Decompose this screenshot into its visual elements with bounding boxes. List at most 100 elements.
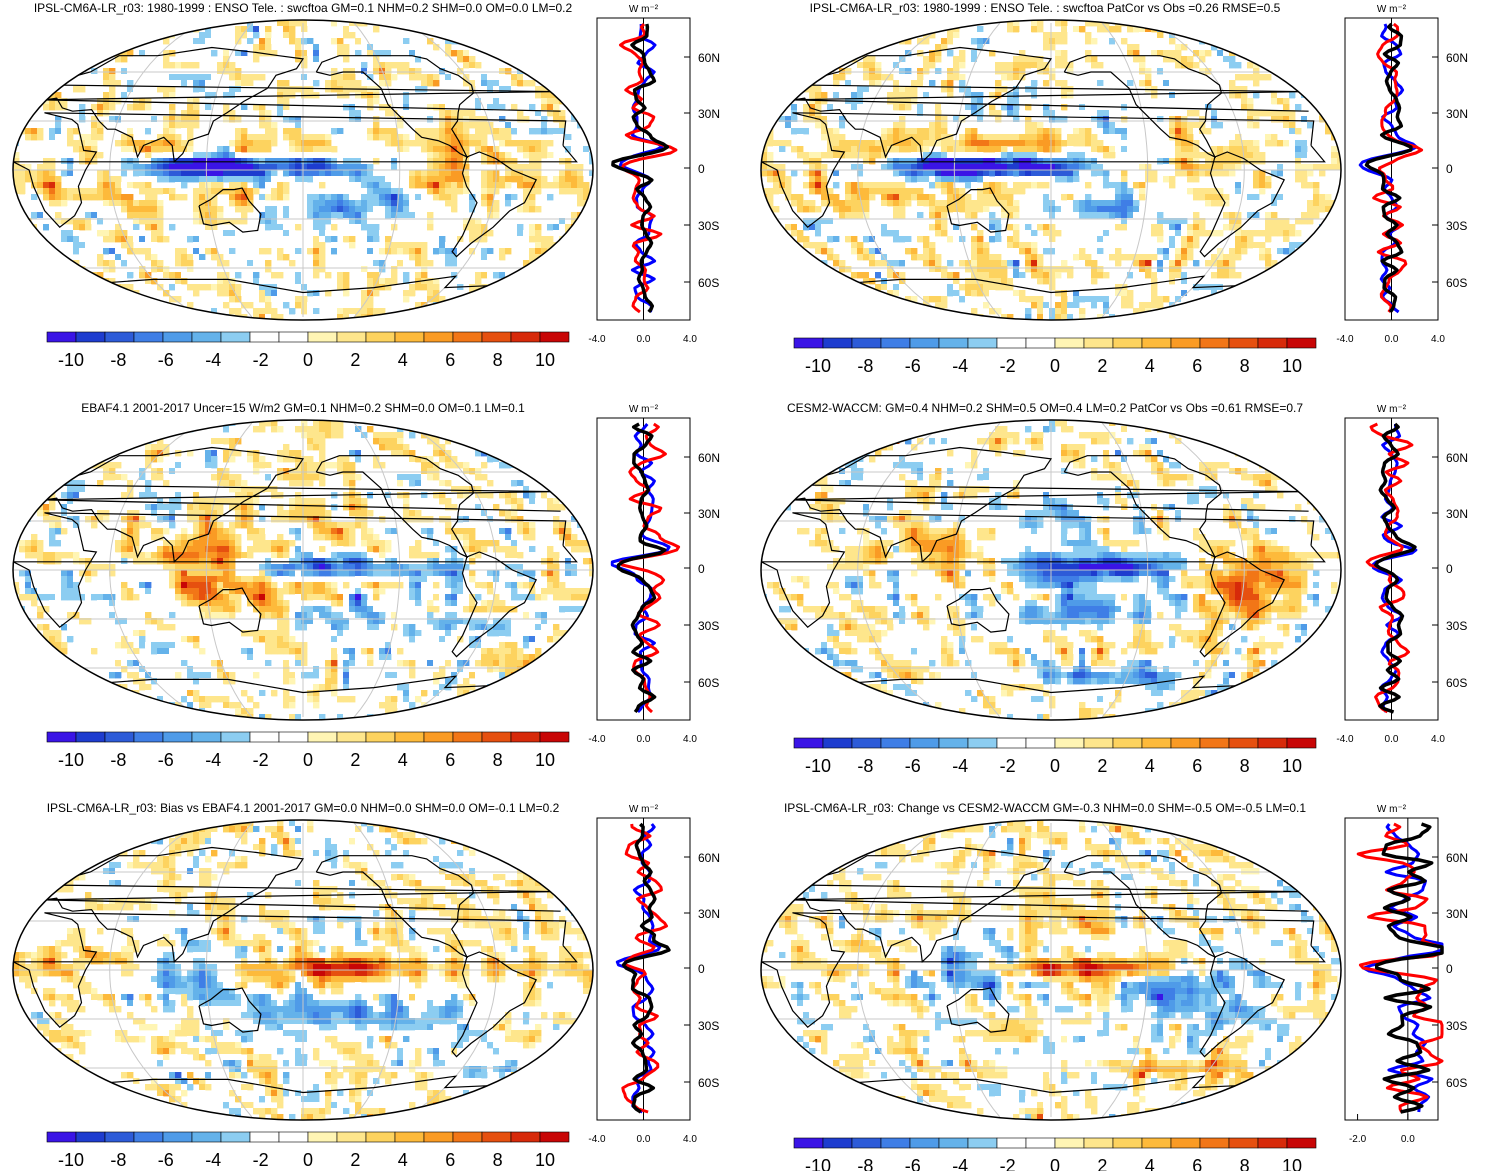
panel-title: IPSL-CM6A-LR_r03: 1980-1999 : ENSO Tele.… <box>34 1 573 15</box>
colorbar-label: 4 <box>1145 1156 1155 1171</box>
profile-x-tick-label: 0.0 <box>1385 334 1399 345</box>
colorbar-bin <box>278 731 309 743</box>
zonal-profile: W m⁻² 60N 30N 0 30S 60S -4.0 0.0 4.0 <box>588 404 720 745</box>
profile-x-tick-label: 4.0 <box>683 1134 697 1145</box>
units-label: W m⁻² <box>629 804 659 815</box>
profile-line <box>611 23 670 314</box>
colorbar-bin <box>1257 737 1288 749</box>
colorbar-bin <box>162 331 193 343</box>
panel-title: IPSL-CM6A-LR_r03: Change vs CESM2-WACCM … <box>784 801 1306 815</box>
panel-4: CESM2-WACCM: GM=0.4 NHM=0.2 SHM=0.5 OM=0… <box>760 401 1468 776</box>
colorbar-bin <box>452 331 483 343</box>
zonal-profile: W m⁻² 60N 30N 0 30S 60S -4.0 0.0 4.0 <box>588 4 720 345</box>
colorbar-bin <box>1141 337 1172 349</box>
lat-tick-label: 60S <box>698 276 719 290</box>
colorbar: -10 -8 -6 -4 -2 0 2 4 6 8 10 <box>793 1137 1317 1171</box>
colorbar-label: -8 <box>110 750 126 770</box>
graticule <box>13 22 593 318</box>
colorbar-label: -2 <box>1000 1156 1016 1171</box>
colorbar-label: -8 <box>110 1150 126 1170</box>
colorbar-label: 8 <box>1240 356 1250 376</box>
colorbar-label: -4 <box>205 350 221 370</box>
colorbar-bin <box>104 1131 135 1143</box>
colorbar-bin <box>880 337 911 349</box>
colorbar-label: 4 <box>398 350 408 370</box>
panel-3: EBAF4.1 2001-2017 Uncer=15 W/m2 GM=0.1 N… <box>12 401 720 770</box>
colorbar-label: 0 <box>303 750 313 770</box>
profile-line <box>621 823 668 1114</box>
colorbar-label: -2 <box>253 350 269 370</box>
colorbar: -10 -8 -6 -4 -2 0 2 4 6 8 10 <box>793 337 1317 376</box>
lat-tick-label: 30N <box>1446 107 1468 121</box>
colorbar-label: -10 <box>805 356 831 376</box>
colorbar-bin <box>452 1131 483 1143</box>
colorbar-bin <box>851 737 882 749</box>
colorbar: -10 -8 -6 -4 -2 0 2 4 6 8 10 <box>46 1131 570 1170</box>
lat-tick-label: 30S <box>698 219 719 233</box>
colorbar-bin <box>1083 737 1114 749</box>
colorbar-label: 10 <box>1282 1156 1302 1171</box>
lat-tick-label: 30N <box>698 507 720 521</box>
profile-line <box>619 422 681 714</box>
colorbar-label: -10 <box>805 756 831 776</box>
lat-tick-label: 60N <box>698 451 720 465</box>
colorbar-bin <box>880 737 911 749</box>
colorbar: -10 -8 -6 -4 -2 0 2 4 6 8 10 <box>46 331 570 370</box>
colorbar-bin <box>1170 737 1201 749</box>
colorbar-bin <box>278 331 309 343</box>
colorbar-bin <box>307 1131 338 1143</box>
lat-tick-label: 60S <box>1446 1076 1467 1090</box>
colorbar-bin <box>967 337 998 349</box>
colorbar-bin <box>75 331 106 343</box>
colorbar-bin <box>1170 1137 1201 1149</box>
colorbar-bin <box>394 731 425 743</box>
graticule <box>761 22 1341 318</box>
colorbar-label: 2 <box>350 350 360 370</box>
lat-tick-label: 0 <box>698 162 705 176</box>
colorbar-bin <box>1025 1137 1056 1149</box>
colorbar-bin <box>1054 1137 1085 1149</box>
lat-tick-label: 0 <box>1446 162 1453 176</box>
colorbar-label: -10 <box>805 1156 831 1171</box>
profile-x-tick-label: 0.0 <box>637 334 651 345</box>
colorbar-bin <box>938 337 969 349</box>
colorbar-bin <box>191 1131 222 1143</box>
colorbar-bin <box>104 331 135 343</box>
colorbar-bin <box>793 737 824 749</box>
zonal-profile: W m⁻² 60N 30N 0 30S 60S -4.0 0.0 4.0 <box>588 804 720 1145</box>
colorbar-label: 10 <box>535 1150 555 1170</box>
profile-line <box>1374 422 1417 714</box>
colorbar-label: 2 <box>350 750 360 770</box>
colorbar-bin <box>1199 1137 1230 1149</box>
colorbar-bin <box>162 1131 193 1143</box>
colorbar-bin <box>1083 1137 1114 1149</box>
colorbar-bin <box>1112 1137 1143 1149</box>
colorbar-bin <box>394 1131 425 1143</box>
colorbar-label: 0 <box>1050 756 1060 776</box>
colorbar-bin <box>1141 737 1172 749</box>
colorbar-bin <box>1286 1137 1317 1149</box>
units-label: W m⁻² <box>1377 404 1407 415</box>
colorbar-label: -4 <box>205 750 221 770</box>
colorbar-label: 10 <box>535 350 555 370</box>
colorbar-label: 2 <box>1097 1156 1107 1171</box>
colorbar-bin <box>1199 737 1230 749</box>
colorbar-bin <box>394 331 425 343</box>
units-label: W m⁻² <box>1377 4 1407 15</box>
colorbar-bin <box>133 1131 164 1143</box>
colorbar-bin <box>880 1137 911 1149</box>
profile-x-tick-label: -4.0 <box>1336 734 1354 745</box>
units-label: W m⁻² <box>629 404 659 415</box>
colorbar-label: -6 <box>158 350 174 370</box>
colorbar-label: -4 <box>205 1150 221 1170</box>
colorbar-bin <box>278 1131 309 1143</box>
colorbar-label: 2 <box>350 1150 360 1170</box>
colorbar-label: 2 <box>1097 356 1107 376</box>
profile-x-tick-label: 0.0 <box>637 734 651 745</box>
colorbar-bin <box>967 1137 998 1149</box>
profile-x-tick-label: -2.0 <box>1349 1134 1367 1145</box>
colorbar-bin <box>1199 337 1230 349</box>
colorbar-label: 6 <box>1192 1156 1202 1171</box>
colorbar-label: -6 <box>158 1150 174 1170</box>
lat-tick-label: 0 <box>1446 962 1453 976</box>
